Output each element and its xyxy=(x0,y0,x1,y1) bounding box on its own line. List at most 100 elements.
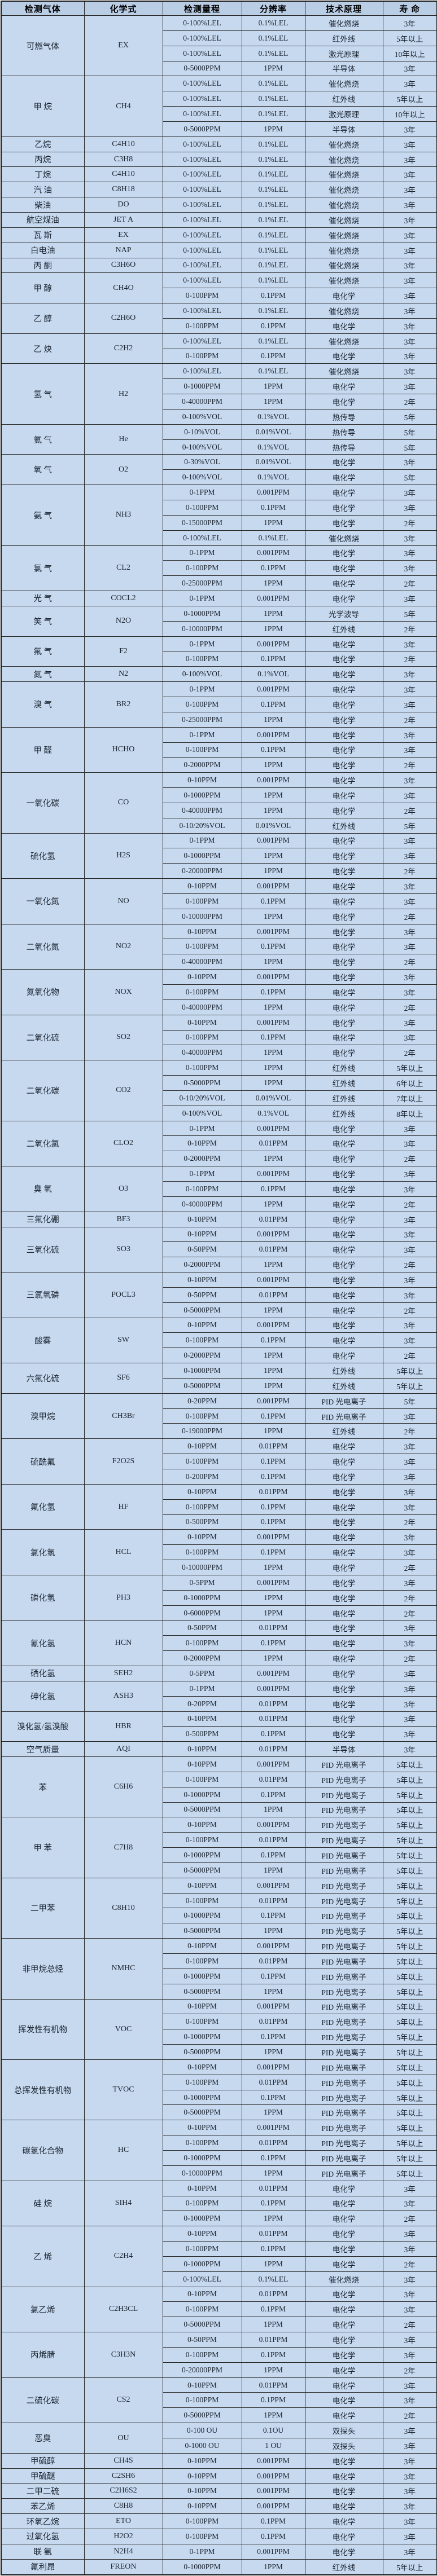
range-cell: 0-10PPM xyxy=(162,2226,242,2242)
gas-name-cell: 溴化氢/氢溴酸 xyxy=(1,1711,85,1742)
table-row: 氯 气 CL2 0-1PPM 0.001PPM 电化学 3年 xyxy=(1,545,437,592)
principle-cell: 电化学 xyxy=(304,893,383,909)
resolution-cell: 0.1PPM xyxy=(241,1181,305,1197)
range-cell: 0-1PPM xyxy=(162,591,242,606)
lifespan-cell: 3年 xyxy=(382,969,437,985)
resolution-cell: 0.001PPM xyxy=(241,726,305,743)
range-cell: 0-10PPM xyxy=(162,772,242,789)
table-row: 0-100%LEL 0.1%LEL 激光原理 10年以上 xyxy=(1,45,437,61)
gas-name-cell: 三氧化硫 xyxy=(1,1226,85,1273)
lifespan-cell: 3年 xyxy=(382,1120,437,1137)
principle-cell: PID 光电离子 xyxy=(304,1393,383,1409)
principle-cell: 电化学 xyxy=(304,666,383,682)
gas-name-cell: 苯 xyxy=(1,1756,85,1818)
lifespan-cell: 2年 xyxy=(382,711,437,728)
lifespan-cell: 5年以上 xyxy=(382,1983,437,2000)
principle-cell: 电化学 xyxy=(304,1726,383,1742)
principle-cell: 电化学 xyxy=(304,2317,383,2333)
lifespan-cell: 5年以上 xyxy=(382,2014,437,2030)
table-row: 氮氧化物 NOX 0-10PPM 0.001PPM 电化学 3年 xyxy=(1,969,437,1015)
lifespan-cell: 3年 xyxy=(382,848,437,864)
range-cell: 0-100%LEL xyxy=(162,166,242,183)
principle-cell: 电化学 xyxy=(304,2286,383,2302)
table-row: 0-1000PPM 0.1PPM PID 光电离子 5年以上 xyxy=(1,2089,437,2106)
range-cell: 0-20PPM xyxy=(162,1696,242,1712)
table-row: 0-5000PPM 1PPM 电化学 2年 xyxy=(1,1302,437,1318)
table-row: 0-5000PPM 1PPM PID 光电离子 5年以上 xyxy=(1,1802,437,1818)
range-cell: 0-10PPM xyxy=(162,1817,242,1833)
resolution-cell: 1PPM xyxy=(241,514,305,531)
resolution-cell: 0.1PPM xyxy=(241,696,305,712)
range-cell: 0-5000PPM xyxy=(162,1302,242,1318)
range-cell: 0-5PPM xyxy=(162,1665,242,1681)
principle-cell: 电化学 xyxy=(304,1302,383,1318)
range-cell: 0-100PPM xyxy=(162,1953,242,1969)
gas-name-cell: 丙烯腈 xyxy=(1,2332,85,2378)
principle-cell: 电化学 xyxy=(304,2377,383,2393)
table-row: 三氧化硫 SO3 0-10PPM 0.001PPM 电化学 3年 xyxy=(1,1226,437,1273)
table-row: 0-40000PPM 1PPM 电化学 2年 xyxy=(1,802,437,818)
resolution-cell: 1PPM xyxy=(241,1560,305,1575)
range-cell: 0-5000PPM xyxy=(162,2104,242,2121)
lifespan-cell: 5年以上 xyxy=(382,2165,437,2181)
lifespan-cell: 3年 xyxy=(382,1438,437,1455)
range-cell: 0-10PPM xyxy=(162,1529,242,1545)
table-row: 硅 烷 SIH4 0-10PPM 0.01PPM 电化学 3年 xyxy=(1,2180,437,2227)
range-cell: 0-1000PPM xyxy=(162,848,242,864)
range-cell: 0-100%VOL xyxy=(162,408,242,425)
resolution-cell: 0.1PPM xyxy=(241,1726,305,1742)
lifespan-cell: 3年 xyxy=(382,166,437,183)
range-cell: 0-10PPM xyxy=(162,2059,242,2075)
table-row: 笑 气 N2O 0-1000PPM 1PPM 光学波导 5年 xyxy=(1,605,437,637)
gas-formula-cell: H2 xyxy=(84,363,163,425)
principle-cell: 电化学 xyxy=(304,1514,383,1530)
principle-cell: 红外线 xyxy=(304,1105,383,1121)
gas-name-cell: 过氧化氢 xyxy=(1,2529,85,2544)
table-row: 0-1000PPM 1PPM 电化学 2年 xyxy=(1,2210,437,2227)
lifespan-cell: 3年 xyxy=(382,2301,437,2318)
table-row: 汽 油 C8H18 0-100%LEL 0.1%LEL 催化燃烧 3年 xyxy=(1,182,437,198)
principle-cell: 催化燃烧 xyxy=(304,272,383,289)
table-row: 0-100PPM 0.01PPM PID 光电离子 5年以上 xyxy=(1,2014,437,2030)
gas-name-cell: 氰化氢 xyxy=(1,1620,85,1666)
principle-cell: 电化学 xyxy=(304,833,383,849)
range-cell: 0-100PPM xyxy=(162,1499,242,1515)
range-cell: 0-5000PPM xyxy=(162,1923,242,1939)
principle-cell: 电化学 xyxy=(304,545,383,561)
table-row: 0-5000PPM 1PPM 电化学 2年 xyxy=(1,2407,437,2424)
gas-formula-cell: OU xyxy=(84,2423,163,2454)
resolution-cell: 0.01PPM xyxy=(241,1211,305,1227)
gas-name-cell: 甲 醇 xyxy=(1,272,85,304)
range-cell: 0-20000PPM xyxy=(162,2362,242,2378)
resolution-cell: 1PPM xyxy=(241,1983,305,2000)
resolution-cell: 0.01%VOL xyxy=(241,424,305,440)
lifespan-cell: 10年以上 xyxy=(382,45,437,61)
table-row: 二甲二硫 C2H6S2 0-10PPM 0.001PPM 电化学 3年 xyxy=(1,2483,437,2499)
resolution-cell: 1PPM xyxy=(241,378,305,395)
gas-formula-cell: C3H3N xyxy=(84,2332,163,2378)
gas-formula-cell: CO xyxy=(84,772,163,834)
gas-formula-cell: CH4 xyxy=(84,76,163,137)
resolution-cell: 1PPM xyxy=(241,2044,305,2060)
table-row: 0-40000PPM 1PPM 电化学 2年 xyxy=(1,1196,437,1212)
range-cell: 0-10/20%VOL xyxy=(162,817,242,834)
resolution-cell: 0.01PPM xyxy=(241,2074,305,2090)
range-cell: 0-10PPM xyxy=(162,878,242,894)
lifespan-cell: 5年以上 xyxy=(382,2135,437,2151)
resolution-cell: 0.1PPM xyxy=(241,2513,305,2530)
table-row: 三氯氧磷 POCL3 0-10PPM 0.001PPM 电化学 3年 xyxy=(1,1272,437,1318)
gas-formula-cell: C2H4 xyxy=(84,2226,163,2287)
resolution-cell: 0.1%LEL xyxy=(241,106,305,122)
range-cell: 0-40000PPM xyxy=(162,954,242,970)
range-cell: 0-1000PPM xyxy=(162,2089,242,2106)
range-cell: 0-10000PPM xyxy=(162,620,242,637)
lifespan-cell: 3年 xyxy=(382,1620,437,1636)
principle-cell: 电化学 xyxy=(304,1120,383,1137)
range-cell: 0-1000PPM xyxy=(162,1786,242,1803)
resolution-cell: 0.001PPM xyxy=(241,1120,305,1137)
range-cell: 0-1000PPM xyxy=(162,378,242,395)
table-row: 0-100PPM 0.1PPM 电化学 3年 xyxy=(1,696,437,712)
table-row: 柴油 DO 0-100%LEL 0.1%LEL 催化燃烧 3年 xyxy=(1,197,437,213)
principle-cell: PID 光电离子 xyxy=(304,1847,383,1863)
gas-name-cell: 氟 气 xyxy=(1,636,85,667)
